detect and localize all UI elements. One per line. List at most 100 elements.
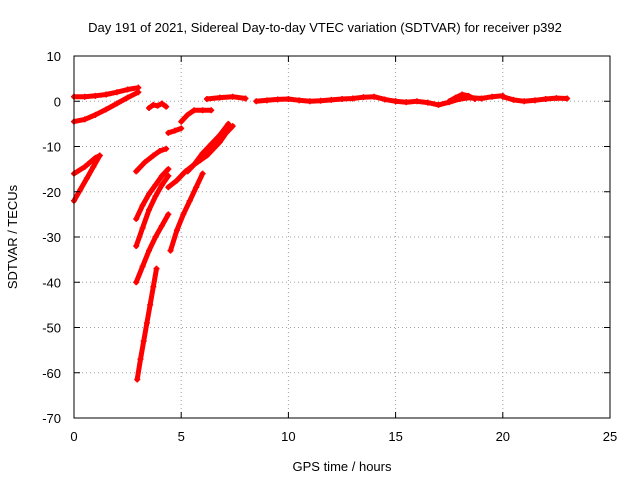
data-series-arc-5 <box>133 145 170 175</box>
data-series-arc-11 <box>165 125 185 136</box>
data-point <box>296 97 303 104</box>
data-point <box>371 93 378 100</box>
y-tick-label: -50 <box>42 321 61 336</box>
data-point <box>143 319 150 326</box>
x-tick-label: 10 <box>281 429 295 444</box>
data-series-arc-13 <box>167 170 206 254</box>
data-series-arc-9 <box>134 265 160 383</box>
data-point <box>173 227 180 234</box>
data-point <box>349 95 356 102</box>
y-tick-label: -60 <box>42 366 61 381</box>
data-point <box>158 181 165 188</box>
data-point <box>225 120 232 127</box>
data-point <box>208 107 215 114</box>
data-point <box>178 118 185 125</box>
data-point <box>478 95 485 102</box>
data-point <box>184 111 191 118</box>
data-point <box>165 166 172 173</box>
x-tick-label: 15 <box>388 429 402 444</box>
data-point <box>134 376 141 383</box>
chart-title: Day 191 of 2021, Sidereal Day-to-day VTE… <box>88 20 562 35</box>
data-series-arc-17 <box>253 93 399 105</box>
data-point <box>165 129 172 136</box>
data-point <box>229 123 236 130</box>
data-point <box>199 107 206 114</box>
data-point <box>223 129 230 136</box>
data-series-arc-15 <box>184 123 236 175</box>
data-point <box>216 138 223 145</box>
data-point <box>113 89 120 96</box>
data-point <box>165 184 172 191</box>
data-series-arc-7 <box>133 172 172 250</box>
grid <box>74 56 610 418</box>
data-series-arc-4 <box>71 152 103 204</box>
data-point <box>124 86 131 93</box>
data-point <box>489 93 496 100</box>
data-point <box>328 96 335 103</box>
data-point <box>403 99 410 106</box>
data-series-arc-16 <box>203 93 249 102</box>
data-point <box>158 100 165 107</box>
data-point <box>165 172 172 179</box>
data-point <box>253 98 260 105</box>
data-point <box>158 172 165 179</box>
data-point <box>158 222 165 229</box>
data-point <box>263 97 270 104</box>
y-tick-label: -30 <box>42 230 61 245</box>
data-point <box>203 152 210 159</box>
data-point <box>510 96 517 103</box>
data-point <box>152 234 159 240</box>
data-point <box>96 152 103 159</box>
y-tick-label: 10 <box>47 49 61 64</box>
data-point <box>471 95 478 102</box>
data-trace <box>168 171 206 254</box>
data-point <box>191 161 198 168</box>
data-point <box>446 98 453 105</box>
y-tick-label: 0 <box>54 94 61 109</box>
data-point <box>133 215 140 222</box>
data-point <box>83 175 90 182</box>
data-point <box>197 157 204 164</box>
data-series-arc-20 <box>499 93 571 105</box>
y-tick-label: -70 <box>42 411 61 426</box>
data-trace <box>133 166 171 222</box>
data-layer <box>71 84 571 383</box>
data-point <box>274 96 281 103</box>
data-point <box>459 91 466 98</box>
data-trace <box>133 211 171 285</box>
data-point <box>317 97 324 104</box>
x-tick-label: 25 <box>603 429 617 444</box>
data-point <box>150 283 157 290</box>
data-point <box>229 93 236 100</box>
data-point <box>139 224 146 231</box>
data-point <box>167 247 174 254</box>
data-point <box>133 243 140 250</box>
y-tick-label: -10 <box>42 140 61 155</box>
data-point <box>135 89 142 96</box>
data-point <box>339 95 345 102</box>
data-point <box>90 163 97 170</box>
data-point <box>81 116 88 123</box>
x-tick-label: 5 <box>178 429 185 444</box>
data-point <box>553 95 560 102</box>
data-series-arc-6 <box>133 166 172 222</box>
data-trace <box>178 107 214 125</box>
data-point <box>414 98 421 105</box>
data-point <box>285 95 292 102</box>
data-point <box>435 101 442 108</box>
data-point <box>146 191 153 198</box>
data-point <box>191 107 198 114</box>
data-series-arc-8 <box>133 211 172 286</box>
data-point <box>171 127 178 134</box>
data-point <box>77 186 84 193</box>
data-series-arc-14 <box>178 107 215 125</box>
data-point <box>163 145 170 152</box>
data-point <box>216 94 223 101</box>
data-point <box>392 98 399 105</box>
data-point <box>133 168 140 175</box>
y-tick-label: -40 <box>42 275 61 290</box>
data-point <box>154 102 161 109</box>
data-point <box>156 148 163 155</box>
data-point <box>564 95 571 102</box>
